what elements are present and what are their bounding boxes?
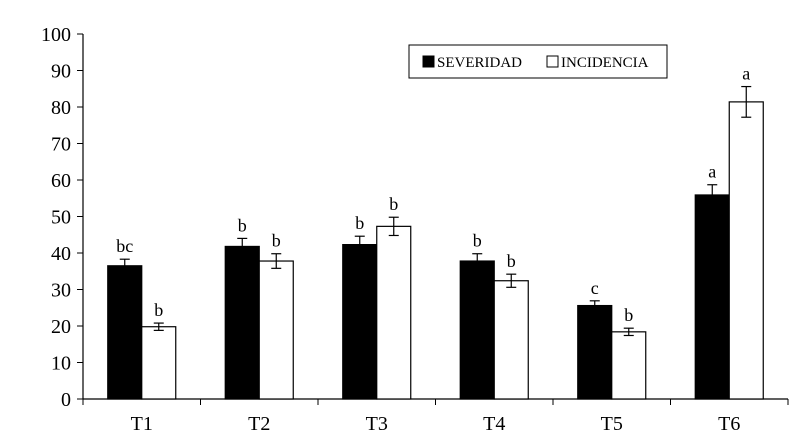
significance-letter: b [154,300,163,320]
bar-incidencia-t1 [141,326,177,400]
bar-incidencia-t3 [376,225,412,400]
significance-letter: a [708,162,716,182]
legend [408,44,668,79]
significance-letter: a [742,64,750,84]
bar-severidad-t5 [577,304,613,400]
legend-swatch-severidad [422,55,435,68]
significance-letter: b [507,251,516,271]
y-tick-label: 70 [51,134,71,156]
y-tick-label: 30 [51,280,71,302]
legend-swatch-incidencia [546,55,559,68]
bar-severidad-t6 [694,194,730,400]
x-tick-label: T5 [601,413,623,435]
y-tick-label: 20 [51,316,71,338]
significance-letter: b [624,305,633,325]
x-tick-label: T4 [483,413,505,435]
legend-label-incidencia: INCIDENCIA [561,55,649,71]
y-tick-label: 80 [51,97,71,119]
x-tick-label: T2 [248,413,270,435]
x-tick-label: T1 [131,413,153,435]
bar-incidencia-t2 [258,260,294,400]
y-tick-label: 100 [41,24,71,46]
x-tick-label: T3 [366,413,388,435]
significance-letter: b [389,194,398,214]
significance-letter: b [473,231,482,251]
bar-severidad-t3 [342,244,378,400]
y-tick-label: 90 [51,61,71,83]
significance-letter: b [355,213,364,233]
y-tick-label: 0 [61,389,71,411]
y-tick-label: 60 [51,170,71,192]
significance-letter: b [238,215,247,235]
y-tick-label: 10 [51,353,71,375]
bar-severidad-t1 [107,265,143,400]
bar-incidencia-t6 [728,101,764,400]
bar-severidad-t4 [459,260,495,400]
significance-letter: b [272,231,281,251]
bar-incidencia-t5 [611,331,647,400]
legend-label-severidad: SEVERIDAD [437,55,522,71]
y-tick-label: 40 [51,243,71,265]
x-tick-label: T6 [718,413,740,435]
significance-letter: c [591,278,599,298]
bar-severidad-t2 [224,245,260,400]
y-tick-label: 50 [51,207,71,229]
significance-letter: bc [116,236,133,256]
bar-incidencia-t4 [493,280,529,400]
